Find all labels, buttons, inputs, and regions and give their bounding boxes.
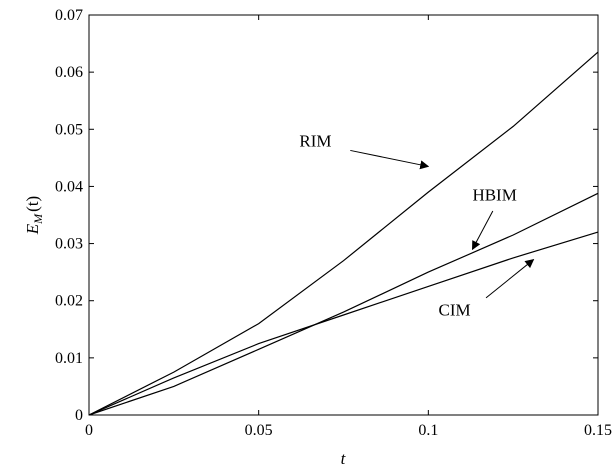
series-line-hbim: [88, 192, 599, 416]
y-tick-label: 0.04: [55, 178, 83, 195]
annotation-hbim-arrow: [472, 210, 494, 251]
y-tick-label: 0.01: [55, 350, 83, 367]
y-tick-label: 0.03: [55, 236, 83, 253]
annotation-layer: RIM HBIM CIM: [299, 131, 535, 320]
series-line-cim: [88, 231, 599, 416]
x-tick-label: 0: [85, 422, 93, 439]
y-axis-label-sub: M: [31, 213, 45, 225]
annotation-cim-arrow: [485, 259, 535, 299]
annotation-cim-label: CIM: [439, 301, 471, 320]
series-layer: [88, 51, 599, 416]
x-tick-label: 0.05: [245, 422, 273, 439]
x-tick-label: 0.1: [418, 422, 438, 439]
annotation-rim-label: RIM: [299, 131, 331, 150]
annotation-hbim-label: HBIM: [472, 186, 516, 205]
y-axis-label-tail: (t): [23, 196, 42, 212]
plot-area: [88, 14, 599, 416]
y-axis: 0 0.01 0.02 0.03 0.04 0.05 0.06 0.07: [55, 7, 598, 424]
y-tick-label: 0.07: [55, 7, 83, 24]
annotation-rim-arrow: [350, 149, 430, 170]
y-axis-label: EM(t): [23, 196, 45, 235]
y-tick-label: 0: [75, 407, 83, 424]
series-line-rim: [88, 51, 599, 416]
x-axis-label: t: [341, 449, 347, 468]
y-tick-label: 0.02: [55, 293, 83, 310]
x-axis: 0 0.05 0.1 0.15: [85, 15, 612, 439]
y-axis-label-main: E: [23, 223, 42, 235]
y-tick-label: 0.05: [55, 121, 83, 138]
y-tick-label: 0.06: [55, 64, 83, 81]
x-tick-label: 0.15: [584, 422, 612, 439]
